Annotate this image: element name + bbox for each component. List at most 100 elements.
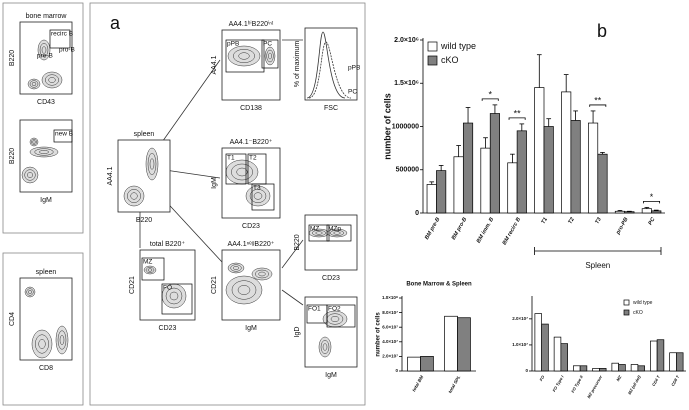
bar (641, 208, 652, 214)
x-tick-label: BM pro-B (451, 217, 469, 241)
y-tick-label: 4.0×10⁷ (382, 339, 398, 344)
bar (656, 339, 665, 372)
y-tick-label: 1.0×10⁸ (382, 295, 398, 300)
contour (268, 52, 272, 60)
y-axis-label: IgD (294, 327, 301, 338)
x-tick-label: T3 (594, 217, 602, 226)
bar (541, 323, 549, 372)
bar (597, 153, 608, 214)
contour (127, 189, 141, 203)
contour (27, 172, 33, 178)
legend-label: wild type (633, 300, 653, 306)
contour (225, 275, 263, 305)
bar (516, 130, 527, 214)
bar (480, 147, 491, 214)
panel-frame (89, 2, 366, 406)
gate-label: MZp (328, 226, 341, 233)
contour (37, 39, 51, 61)
gate-label: T3 (253, 185, 261, 192)
contour (39, 150, 49, 154)
contour (41, 71, 63, 89)
significance-bracket (481, 98, 499, 101)
x-tick-label: PC (648, 216, 658, 227)
bar (570, 120, 581, 214)
y-tick-label: 0 (415, 210, 419, 217)
contour (231, 280, 257, 300)
gate-label: MZ (143, 259, 152, 266)
contour (55, 325, 69, 355)
error-bar (483, 137, 488, 149)
gate (141, 257, 165, 281)
contour (233, 266, 239, 270)
histogram (308, 41, 352, 99)
gate-label: pro-B (59, 47, 75, 54)
contour (38, 339, 46, 349)
x-tick-label: CD8 T (670, 374, 680, 387)
y-tick-label: 2.0×10⁷ (382, 354, 398, 359)
bar (462, 122, 474, 214)
y-tick-label: 8.0×10⁷ (382, 310, 398, 315)
contour (32, 140, 36, 144)
error-bar (429, 181, 435, 185)
y-axis-label: % of maximum (294, 41, 301, 87)
bar (489, 113, 500, 214)
gate (251, 183, 275, 211)
error-bar (519, 123, 525, 131)
x-tick-label: T2 (567, 217, 575, 226)
gate (261, 39, 279, 69)
gate-label: pPB (348, 65, 360, 72)
significance-label: ** (594, 95, 602, 105)
x-axis-label: CD8 (39, 365, 53, 372)
error-bar (653, 209, 659, 211)
contour (230, 264, 242, 272)
contour (231, 163, 253, 181)
y-axis-label: AA4.1 (107, 166, 114, 185)
bar (507, 162, 518, 214)
y-axis-title: number of cells (382, 93, 392, 160)
plot-title: total B220⁺ (150, 241, 186, 248)
bar (560, 343, 568, 372)
gate-label: PC (263, 41, 272, 48)
error-bar (573, 110, 578, 121)
x-tick-label: total BM (411, 374, 424, 392)
contour (31, 329, 53, 359)
contour (145, 267, 155, 273)
contour (21, 166, 39, 184)
bar (676, 352, 684, 372)
bar (453, 156, 464, 214)
gate-label: FO (163, 285, 172, 292)
contour (35, 334, 49, 354)
x-axis-label: FSC (324, 105, 338, 112)
contour (31, 82, 37, 86)
contour (320, 340, 330, 354)
gate-label: PC (348, 89, 357, 96)
y-axis-title: number of cells (376, 312, 382, 357)
significance-bracket (589, 104, 607, 107)
y-tick-label: 1.5×10⁶ (394, 80, 419, 87)
y-tick-label: 1000000 (392, 123, 419, 130)
contour (225, 159, 259, 185)
x-tick-label: BM pre-B (424, 217, 441, 241)
gate (308, 224, 330, 242)
contour (147, 153, 157, 175)
bar (630, 364, 639, 372)
contour (330, 230, 344, 236)
gate (326, 224, 352, 242)
contour (41, 46, 47, 54)
contour (130, 192, 138, 200)
x-axis-label: CD43 (37, 99, 55, 106)
bar (579, 365, 588, 372)
plot-title: AA4.1ⁿᵉᵍB220⁺ (228, 241, 275, 248)
x-tick-label: BM recirc B (502, 217, 522, 246)
chart-title: Bone Marrow & Spleen (406, 282, 472, 288)
histogram (306, 31, 346, 99)
contour (227, 45, 261, 67)
contour (315, 231, 323, 235)
contour (26, 288, 34, 296)
x-tick-label: FO Type II (570, 374, 584, 394)
contour (237, 285, 251, 295)
panel-label: a (110, 13, 121, 33)
y-axis-label: CD21 (129, 276, 136, 294)
x-tick-label: T1 (541, 217, 549, 226)
bar (444, 315, 458, 372)
